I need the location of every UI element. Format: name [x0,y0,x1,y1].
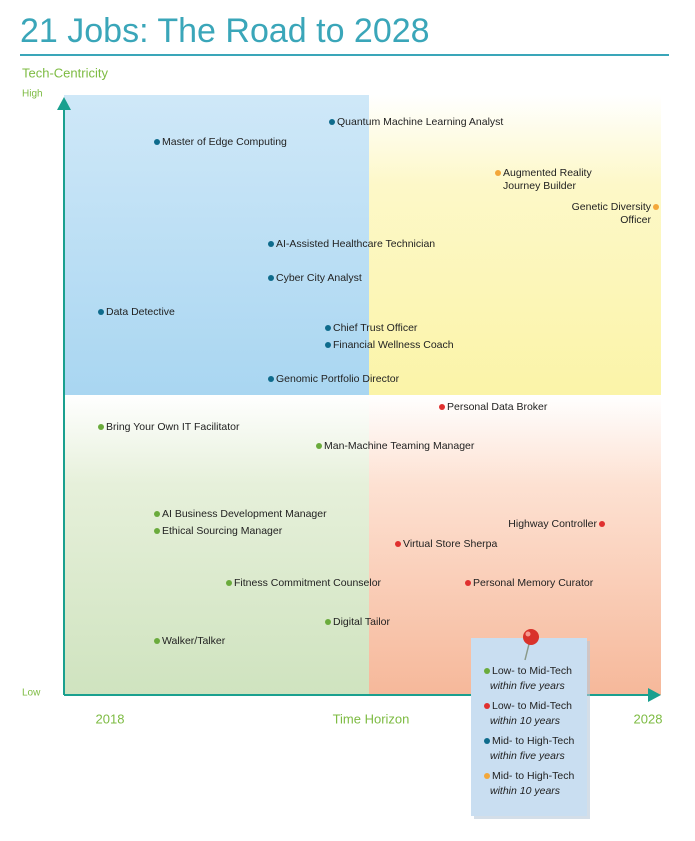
title: 21 Jobs: The Road to 2028 [20,12,430,50]
job-dot [599,521,605,527]
job-dot [495,170,501,176]
legend-dot [484,738,490,744]
pin [523,629,539,645]
pin-shine [525,631,531,637]
job-label: Ethical Sourcing Manager [162,525,283,537]
job-label: Financial Wellness Coach [333,339,454,351]
job-dot [268,376,274,382]
job-label: Quantum Machine Learning Analyst [337,116,503,128]
y-high: High [22,89,43,100]
y-axis-label: Tech-Centricity [22,65,108,80]
job-label: Chief Trust Officer [333,322,418,334]
legend-note: within 10 years [490,715,561,727]
quadrant [369,95,661,395]
job-label: Personal Memory Curator [473,577,594,589]
legend-dot [484,703,490,709]
arrow [57,97,71,110]
legend-dot [484,668,490,674]
job-dot [154,638,160,644]
job-dot [98,309,104,315]
job-dot [329,119,335,125]
job-label: Bring Your Own IT Facilitator [106,421,240,433]
job-label: Genetic Diversity [572,201,652,213]
legend-note: within five years [490,680,565,692]
job-label: Officer [620,214,651,226]
job-dot [316,443,322,449]
sticky-note [471,638,587,816]
job-label: Walker/Talker [162,635,226,647]
job-dot [465,580,471,586]
job-dot [154,511,160,517]
job-label: Cyber City Analyst [276,272,362,284]
job-dot [268,241,274,247]
x-axis-label: Time Horizon [333,711,410,726]
job-label: Digital Tailor [333,616,390,628]
job-label: Virtual Store Sherpa [403,538,498,550]
legend-title: Mid- to High-Tech [492,735,574,747]
y-low: Low [22,688,41,699]
job-label: Master of Edge Computing [162,136,287,148]
job-label: AI Business Development Manager [162,508,327,520]
job-dot [154,139,160,145]
job-label: Journey Builder [503,180,576,192]
job-dot [325,342,331,348]
job-label: AI-Assisted Healthcare Technician [276,238,435,250]
job-dot [154,528,160,534]
job-label: Fitness Commitment Counselor [234,577,382,589]
job-label: Augmented Reality [503,167,592,179]
job-label: Man-Machine Teaming Manager [324,440,475,452]
job-dot [268,275,274,281]
legend-title: Mid- to High-Tech [492,770,574,782]
job-dot [226,580,232,586]
job-dot [653,204,659,210]
job-label: Personal Data Broker [447,401,548,413]
job-dot [325,619,331,625]
legend-dot [484,773,490,779]
quadrant [64,95,369,395]
legend-note: within five years [490,750,565,762]
x-start: 2018 [96,711,125,726]
arrow [648,688,661,702]
job-dot [439,404,445,410]
legend-note: within 10 years [490,785,561,797]
job-dot [98,424,104,430]
job-dot [395,541,401,547]
legend-title: Low- to Mid-Tech [492,700,572,712]
legend-title: Low- to Mid-Tech [492,665,572,677]
job-dot [325,325,331,331]
job-label: Genomic Portfolio Director [276,373,400,385]
job-label: Data Detective [106,306,175,318]
job-label: Highway Controller [508,518,597,530]
x-end: 2028 [634,711,663,726]
